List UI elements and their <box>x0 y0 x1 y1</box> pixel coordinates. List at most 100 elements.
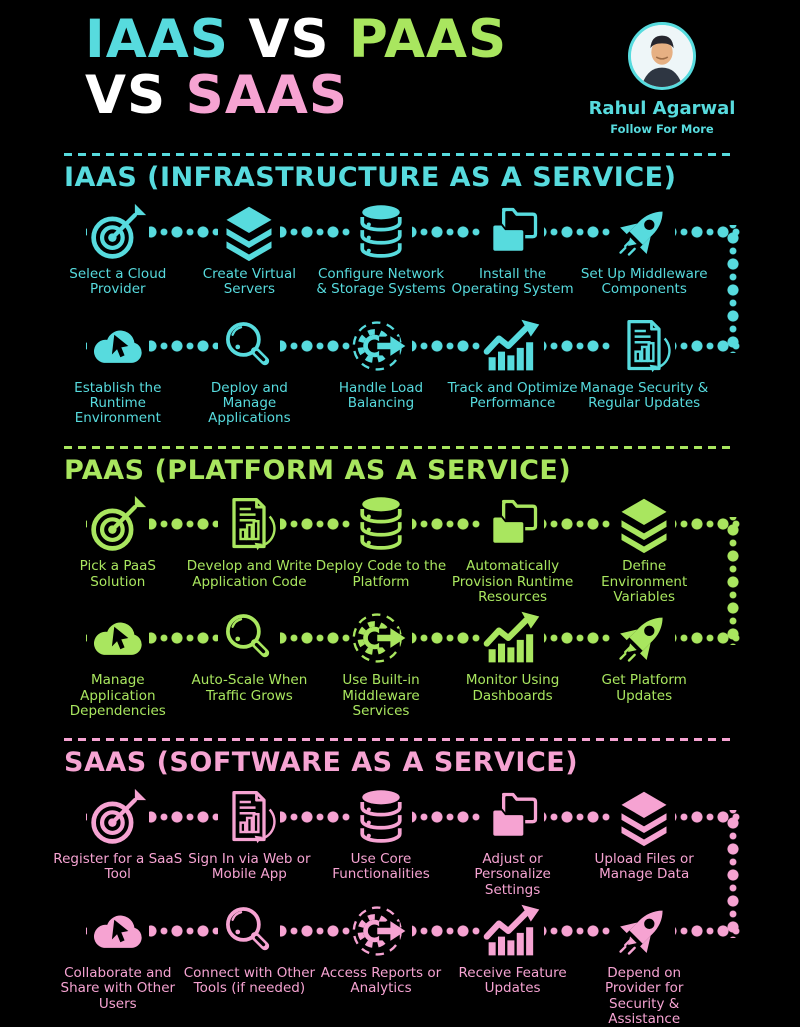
step-label: Upload Files or Manage Data <box>594 851 694 883</box>
flow-step: Establish the Runtime Environment <box>52 314 184 427</box>
title-line-2: VS SAAS <box>85 68 800 124</box>
step-label: Sign In via Web or Mobile App <box>188 851 311 883</box>
step-label: Receive Feature Updates <box>458 965 567 997</box>
layers-icon <box>613 786 676 849</box>
flow-step: Develop and Write Application Code <box>184 493 316 605</box>
step-label: Use Built-in Middleware Services <box>342 672 420 719</box>
flow-step: Adjust or Personalize Settings <box>447 786 579 898</box>
flow-step: Sign In via Web or Mobile App <box>184 786 316 898</box>
chart-growth-icon <box>481 607 544 670</box>
layers-icon <box>613 493 676 556</box>
layers-icon <box>218 200 281 263</box>
step-label: Use Core Functionalities <box>332 851 430 883</box>
step-label: Deploy and Manage Applications <box>208 379 291 427</box>
step-label: Define Environment Variables <box>601 558 688 605</box>
saas-row-1: Register for a SaaS Tool Sign In via Web… <box>52 786 710 898</box>
step-label: Register for a SaaS Tool <box>53 851 183 883</box>
flow-step: Deploy Code to the Platform <box>315 493 447 605</box>
flow-step: Collaborate and Share with Other Users <box>52 900 184 1027</box>
step-label: Deploy Code to the Platform <box>315 558 447 590</box>
flow-step: Install the Operating System <box>447 200 579 298</box>
title-line-1: IAAS VS PAAS <box>85 9 800 70</box>
step-label: Adjust or Personalize Settings <box>474 851 551 898</box>
step-label: Configure Network & Storage Systems <box>316 265 446 297</box>
step-label: Pick a PaaS Solution <box>79 558 156 590</box>
gear-arrow-icon <box>349 900 412 963</box>
flow-step: Track and Optimize Performance <box>447 314 579 427</box>
section-paas: PAAS (PLATFORM AS A SERVICE) Pick a PaaS… <box>0 455 800 732</box>
saas-flow: Register for a SaaS Tool Sign In via Web… <box>24 786 776 1027</box>
step-label: Depend on Provider for Security & Assist… <box>604 965 684 1027</box>
title-paas: PAAS <box>349 9 508 70</box>
database-icon <box>349 200 412 263</box>
database-icon <box>349 493 412 556</box>
divider-green <box>64 445 736 449</box>
iaas-flow: Select a Cloud Provider Create Virtual S… <box>24 200 776 439</box>
divider-pink <box>64 738 736 742</box>
step-label: Manage Application Dependencies <box>69 672 166 719</box>
profile-card: Rahul Agarwal Follow For More <box>582 22 742 136</box>
cloud-icon <box>86 607 149 670</box>
step-label: Install the Operating System <box>451 265 574 297</box>
magnifier-icon <box>218 314 281 377</box>
step-label: Connect with Other Tools (if needed) <box>183 965 316 997</box>
avatar-illustration <box>631 25 693 87</box>
flow-step: Connect with Other Tools (if needed) <box>184 900 316 1027</box>
flow-step: Deploy and Manage Applications <box>184 314 316 427</box>
target-icon <box>86 200 149 263</box>
dotted-connector-vertical <box>726 517 740 646</box>
flow-step: Depend on Provider for Security & Assist… <box>578 900 710 1027</box>
step-label: Auto-Scale When Traffic Grows <box>191 672 308 704</box>
gear-arrow-icon <box>349 607 412 670</box>
infographic-page: IAAS VS PAAS VS SAAS Rahul Agarwal Follo… <box>0 9 800 1026</box>
gear-arrow-icon <box>349 314 412 377</box>
step-label: Access Reports or Analytics <box>320 965 442 997</box>
header: IAAS VS PAAS VS SAAS Rahul Agarwal Follo… <box>0 9 800 146</box>
section-saas: SAAS (SOFTWARE AS A SERVICE) Register fo… <box>0 747 800 1027</box>
flow-step: Get Platform Updates <box>578 607 710 719</box>
paas-row-1: Pick a PaaS Solution Develop and Write A… <box>52 493 710 605</box>
flow-step: Automatically Provision Runtime Resource… <box>447 493 579 605</box>
chart-growth-icon <box>481 314 544 377</box>
step-label: Develop and Write Application Code <box>186 558 312 590</box>
step-label: Manage Security & Regular Updates <box>580 379 709 411</box>
section-saas-title: SAAS (SOFTWARE AS A SERVICE) <box>64 747 579 779</box>
folders-icon <box>481 786 544 849</box>
iaas-row-1: Select a Cloud Provider Create Virtual S… <box>52 200 710 298</box>
magnifier-icon <box>218 607 281 670</box>
flow-step: Define Environment Variables <box>578 493 710 605</box>
profile-subtitle: Follow For More <box>610 122 714 136</box>
rocket-icon <box>613 900 676 963</box>
chart-growth-icon <box>481 900 544 963</box>
dotted-connector-vertical <box>726 224 740 353</box>
title-vs-2: VS <box>85 65 167 127</box>
step-label: Create Virtual Servers <box>202 265 297 297</box>
flow-step: Manage Application Dependencies <box>52 607 184 719</box>
flow-step: Handle Load Balancing <box>315 314 447 427</box>
flow-step: Pick a PaaS Solution <box>52 493 184 605</box>
paas-row-2: Manage Application Dependencies Auto-Sca… <box>52 607 710 719</box>
step-label: Track and Optimize Performance <box>447 379 578 411</box>
flow-step: Select a Cloud Provider <box>52 200 184 298</box>
dotted-connector-vertical <box>726 810 740 939</box>
title-vs-1: VS <box>248 9 330 70</box>
flow-step: Auto-Scale When Traffic Grows <box>184 607 316 719</box>
doc-chart-icon <box>613 314 676 377</box>
cloud-icon <box>86 900 149 963</box>
avatar <box>628 22 696 90</box>
divider-cyan <box>64 153 736 156</box>
step-label: Set Up Middleware Components <box>580 265 708 297</box>
step-label: Collaborate and Share with Other Users <box>60 965 176 1012</box>
step-label: Automatically Provision Runtime Resource… <box>451 558 574 605</box>
flow-step: Use Built-in Middleware Services <box>315 607 447 719</box>
title-iaas: IAAS <box>85 9 229 70</box>
flow-step: Access Reports or Analytics <box>315 900 447 1027</box>
step-label: Establish the Runtime Environment <box>74 379 162 427</box>
target-icon <box>86 786 149 849</box>
rocket-icon <box>613 607 676 670</box>
doc-chart-icon <box>218 786 281 849</box>
flow-step: Upload Files or Manage Data <box>578 786 710 898</box>
step-label: Handle Load Balancing <box>338 379 424 411</box>
folders-icon <box>481 493 544 556</box>
profile-name: Rahul Agarwal <box>588 98 736 119</box>
